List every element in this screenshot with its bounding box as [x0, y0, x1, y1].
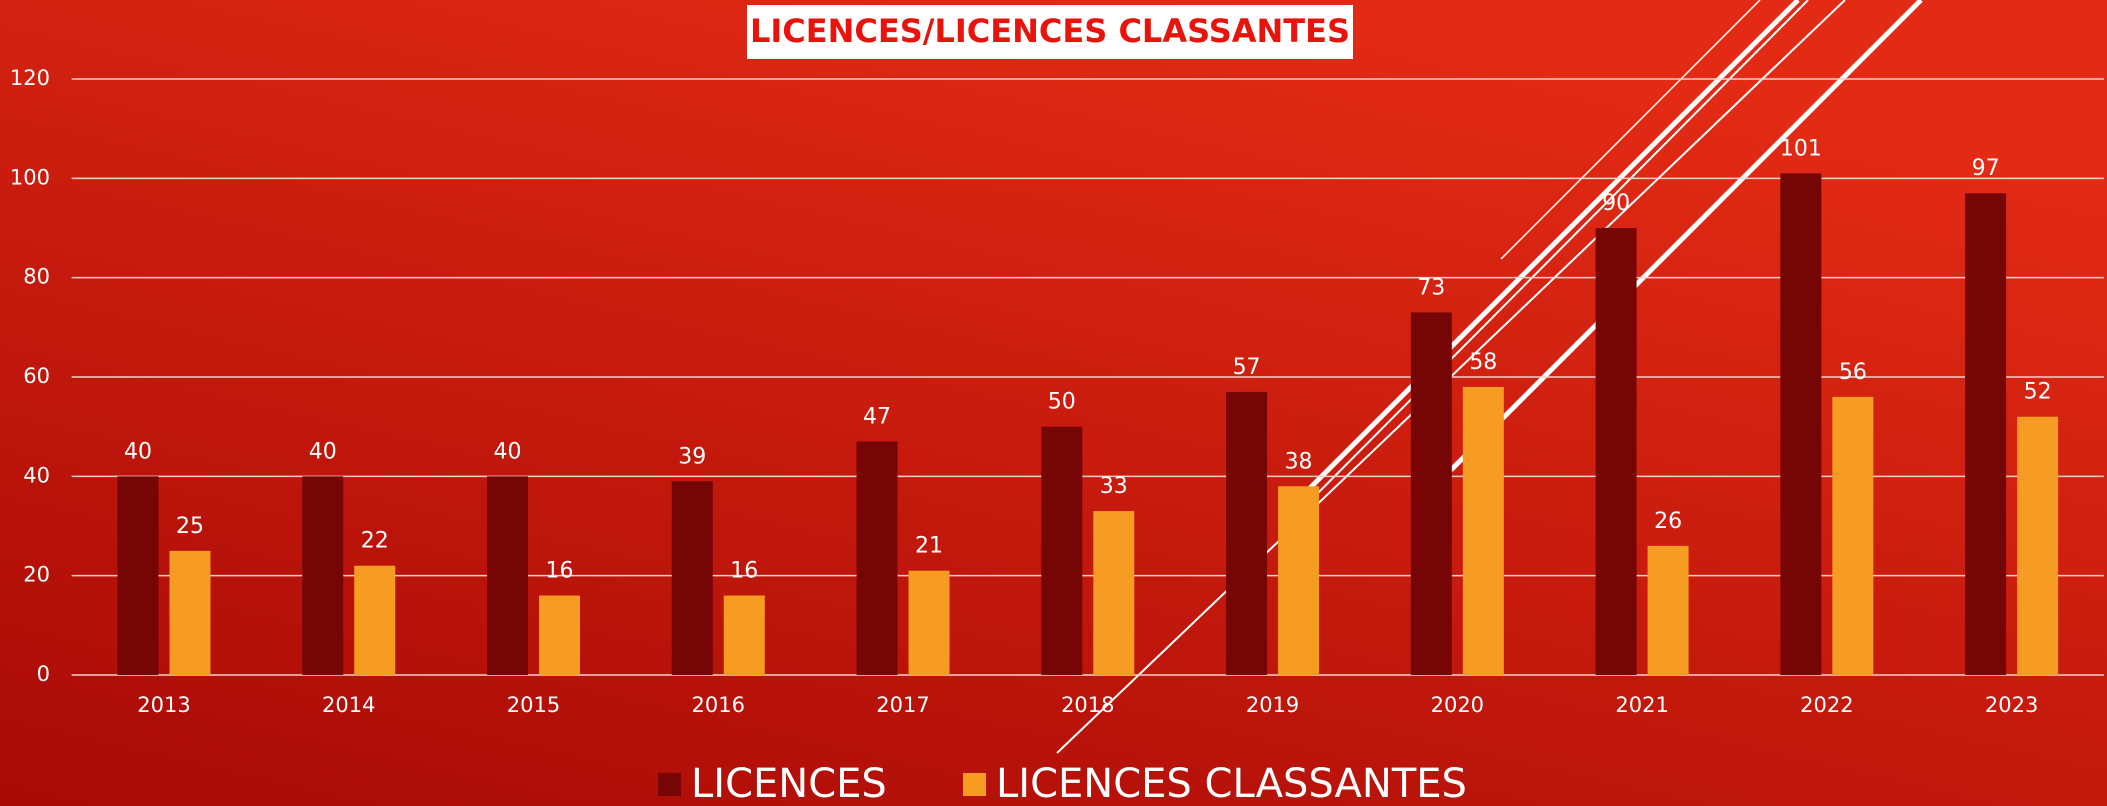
x-tick-label: 2015	[507, 693, 560, 717]
value-label: 40	[309, 439, 337, 464]
bar	[169, 551, 210, 675]
bar	[539, 596, 580, 675]
value-label: 58	[1469, 350, 1497, 375]
bar	[672, 481, 713, 675]
bar	[1041, 427, 1082, 675]
x-tick-label: 2017	[876, 693, 929, 717]
bar	[724, 596, 765, 675]
y-tick-label: 120	[10, 66, 50, 90]
value-label: 38	[1285, 449, 1313, 474]
bar	[1832, 397, 1873, 675]
chart-title: LICENCES/LICENCES CLASSANTES	[750, 12, 1350, 50]
bar	[354, 566, 395, 675]
y-tick-label: 40	[23, 463, 50, 487]
bar	[1596, 228, 1637, 675]
legend-label: LICENCES CLASSANTES	[996, 761, 1467, 806]
value-label: 40	[494, 439, 522, 464]
bar	[1278, 486, 1319, 675]
value-label: 101	[1780, 136, 1822, 161]
x-tick-label: 2020	[1431, 693, 1484, 717]
value-label: 16	[546, 559, 574, 584]
value-label: 56	[1839, 360, 1867, 385]
x-tick-label: 2019	[1246, 693, 1299, 717]
x-tick-label: 2014	[322, 693, 375, 717]
value-label: 47	[863, 405, 891, 430]
x-tick-label: 2016	[692, 693, 745, 717]
bar	[2017, 417, 2058, 675]
value-label: 21	[915, 534, 943, 559]
x-tick-label: 2018	[1061, 693, 1114, 717]
legend-label: LICENCES	[691, 761, 887, 806]
x-tick-label: 2022	[1800, 693, 1853, 717]
value-label: 22	[361, 529, 389, 554]
value-label: 25	[176, 514, 204, 539]
bar	[1780, 173, 1821, 675]
y-tick-label: 100	[10, 165, 50, 189]
y-tick-label: 80	[23, 265, 50, 289]
value-label: 50	[1048, 390, 1076, 415]
legend: LICENCES LICENCES CLASSANTES	[658, 761, 1467, 806]
value-label: 52	[2024, 380, 2052, 405]
y-tick-label: 60	[23, 364, 50, 388]
value-label: 16	[730, 559, 758, 584]
bar	[117, 476, 158, 675]
legend-swatch	[658, 773, 681, 796]
y-tick-label: 0	[37, 662, 50, 686]
bar	[487, 476, 528, 675]
bar	[909, 571, 950, 675]
legend-swatch	[963, 773, 986, 796]
bar	[1226, 392, 1267, 675]
x-tick-label: 2023	[1985, 693, 2038, 717]
value-label: 39	[678, 444, 706, 469]
bar	[302, 476, 343, 675]
bar	[1965, 193, 2006, 675]
x-tick-label: 2021	[1615, 693, 1668, 717]
value-label: 57	[1233, 355, 1261, 380]
bar	[857, 442, 898, 675]
value-label: 40	[124, 439, 152, 464]
value-label: 26	[1654, 509, 1682, 534]
value-label: 73	[1417, 275, 1445, 300]
y-tick-label: 20	[23, 563, 50, 587]
bar	[1463, 387, 1504, 675]
value-label: 33	[1100, 474, 1128, 499]
value-label: 97	[1972, 156, 2000, 181]
bar	[1093, 511, 1134, 675]
value-label: 90	[1602, 191, 1630, 216]
bar	[1648, 546, 1689, 675]
x-tick-label: 2013	[137, 693, 190, 717]
chart: LICENCES/LICENCES CLASSANTES 0 20 40 60 80 10…	[0, 0, 2107, 806]
bar	[1411, 312, 1452, 675]
